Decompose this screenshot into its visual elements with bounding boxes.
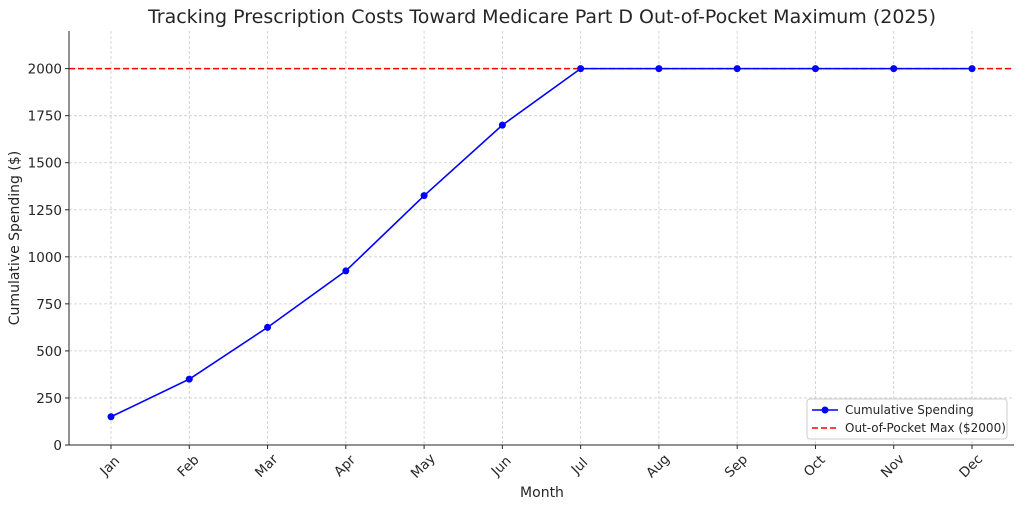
legend-label-cumulative-spending: Cumulative Spending: [845, 403, 974, 417]
legend-marker-cumulative-spending: [821, 406, 829, 414]
x-tick-label: Aug: [643, 451, 673, 481]
x-tick-label: Jul: [568, 455, 592, 479]
data-point-feb: [185, 375, 193, 383]
x-tick-label: Feb: [174, 452, 202, 480]
x-tick-label: Sep: [722, 452, 751, 481]
legend-label-out-of-pocket-max: Out-of-Pocket Max ($2000): [845, 421, 1006, 435]
y-tick-label: 500: [36, 344, 62, 360]
y-tick-label: 2000: [28, 62, 62, 78]
x-tick-label: Jan: [96, 453, 123, 480]
x-tick-label: Oct: [801, 452, 829, 480]
chart-title: Tracking Prescription Costs Toward Medic…: [147, 6, 936, 28]
data-point-may: [420, 192, 428, 200]
x-tick-label: Dec: [956, 451, 986, 481]
legend: Cumulative Spending Out-of-Pocket Max ($…: [806, 398, 1008, 440]
data-point-jan: [107, 413, 115, 421]
data-point-aug: [655, 65, 663, 73]
data-point-dec: [968, 65, 976, 73]
x-axis-label: Month: [520, 485, 564, 501]
y-tick-label: 750: [36, 297, 62, 313]
data-point-jul: [577, 65, 585, 73]
series-line-cumulative-spending: [110, 67, 972, 418]
data-point-apr: [342, 267, 350, 275]
data-point-jun: [498, 121, 506, 129]
x-tick-label: Jun: [488, 453, 515, 480]
y-tick-label: 1500: [28, 156, 62, 172]
y-tick-label: 1000: [28, 250, 62, 266]
legend-box: [806, 398, 1008, 440]
data-point-sep: [733, 65, 741, 73]
y-axis-label: Cumulative Spending ($): [7, 151, 23, 325]
y-tick-label: 1250: [28, 203, 62, 219]
x-tick-label: Apr: [331, 452, 359, 480]
data-point-mar: [264, 323, 272, 331]
x-tick-label: Nov: [878, 451, 908, 481]
series-layer: [107, 65, 976, 421]
axes: [65, 31, 1014, 449]
data-point-oct: [811, 65, 819, 73]
grid: [69, 31, 1014, 446]
y-tick-label: 1750: [28, 109, 62, 125]
data-point-nov: [890, 65, 898, 73]
x-tick-label: Mar: [252, 451, 282, 481]
y-tick-label: 0: [53, 438, 62, 454]
y-tick-label: 250: [36, 391, 62, 407]
x-tick-label: May: [408, 451, 439, 482]
